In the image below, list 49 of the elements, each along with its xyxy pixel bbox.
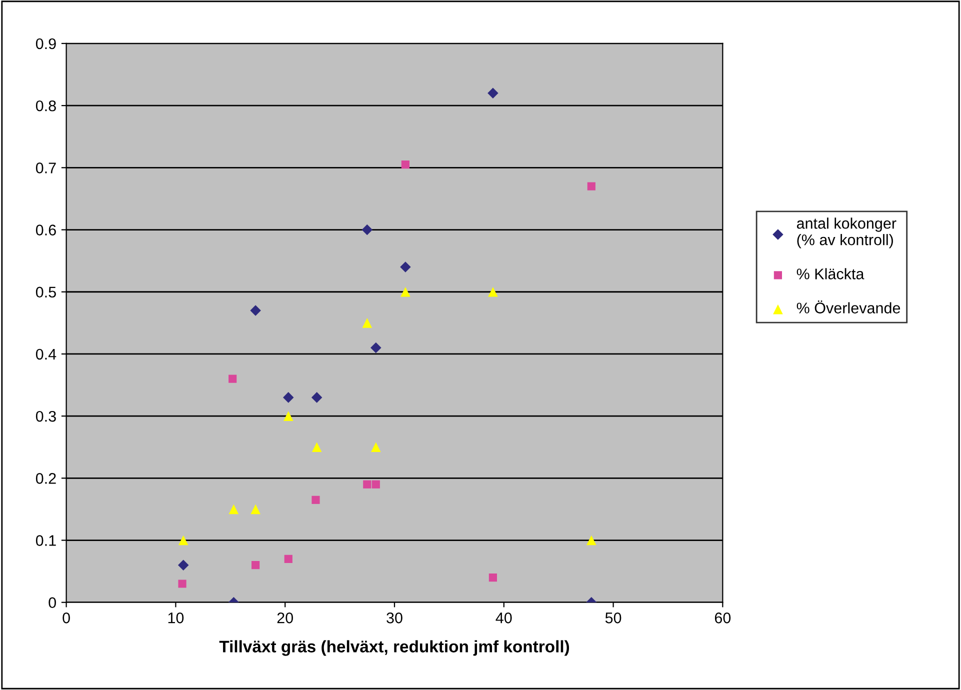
- point: [250, 504, 260, 514]
- point: [283, 411, 294, 421]
- point: [400, 262, 411, 272]
- legend-label: % Kläckta: [796, 268, 864, 280]
- x-tick-label: 10: [168, 612, 184, 624]
- point: [488, 286, 498, 297]
- point: [372, 480, 380, 488]
- y-tick-label: 0.4: [36, 348, 56, 360]
- point: [586, 535, 596, 546]
- y-tick-label: 0.8: [36, 100, 56, 112]
- legend-label: antal kokonger (% av kontroll): [796, 218, 896, 248]
- point: [488, 88, 498, 99]
- y-tick-label: 0.2: [36, 473, 56, 484]
- x-tick-label: 50: [605, 612, 622, 624]
- y-tick-label: 0: [48, 597, 56, 608]
- point: [252, 561, 260, 570]
- point: [587, 182, 596, 190]
- point: [370, 442, 381, 452]
- y-tick-label: 0.5: [36, 286, 56, 298]
- y-tick-label: 0.7: [36, 162, 56, 174]
- y-tick-label: 0.3: [36, 410, 56, 422]
- point: [370, 342, 382, 354]
- y-tick-label: 0.1: [36, 535, 56, 546]
- point: [228, 504, 239, 514]
- point: [178, 580, 186, 588]
- point: [178, 560, 189, 570]
- point: [284, 554, 292, 563]
- point: [362, 318, 372, 328]
- point: [362, 224, 373, 236]
- point: [250, 305, 261, 316]
- point: [400, 286, 410, 297]
- y-tick-label: 0.6: [36, 224, 56, 236]
- x-tick-label: 0: [62, 612, 70, 624]
- x-tick-label: 30: [386, 612, 402, 624]
- x-tick-label: 20: [277, 612, 293, 624]
- point: [312, 442, 322, 452]
- y-tick-label: 0.9: [36, 38, 56, 50]
- x-tick-label: 40: [496, 612, 512, 624]
- point: [178, 535, 188, 546]
- x-tick-label: 60: [714, 612, 731, 624]
- point: [401, 160, 410, 169]
- point: [228, 374, 237, 383]
- x-axis-title: Tillväxt gräs (helväxt, reduktion jmf kontroll): [219, 640, 570, 656]
- point: [311, 392, 322, 403]
- point: [312, 496, 320, 504]
- point: [283, 392, 294, 403]
- legend-label: % Överlevande: [796, 300, 900, 314]
- point: [488, 573, 497, 582]
- point: [363, 480, 372, 488]
